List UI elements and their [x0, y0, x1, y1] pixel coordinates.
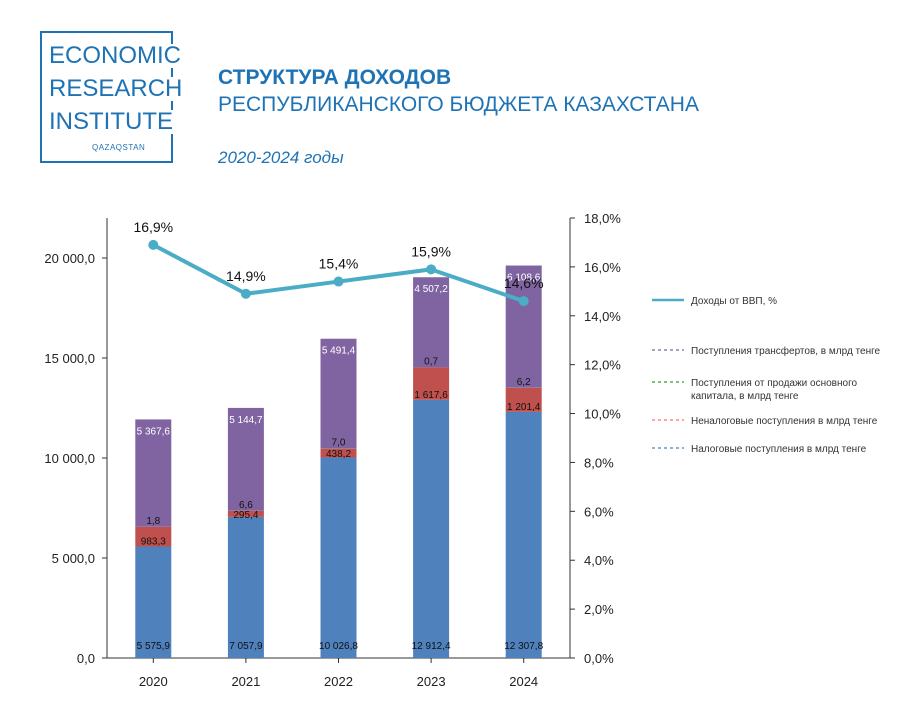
y-right-tick-label: 8,0% [584, 455, 614, 470]
bar-label-transfers: 5 144,7 [229, 415, 263, 426]
x-tick-label: 2023 [417, 674, 446, 689]
y-right-tick-label: 0,0% [584, 651, 614, 666]
page-title-line2: РЕСПУБЛИКАНСКОГО БЮДЖЕТА КАЗАХСТАНА [218, 93, 699, 116]
bar-segment-3 [413, 277, 450, 368]
bar-label-nontax: 1 201,4 [507, 402, 541, 413]
bar-segment-1 [413, 367, 450, 400]
bar-label-transfers: 5 367,6 [137, 426, 171, 437]
bar-segment-1 [320, 448, 357, 458]
y-right-tick-label: 16,0% [584, 260, 621, 275]
logo-line-economic: ECONOMIC [49, 44, 185, 68]
gdp-share-label: 16,9% [133, 219, 173, 235]
bar-label-transfers: 6 108,6 [507, 273, 541, 284]
bar-segment-3 [135, 419, 172, 527]
bar-segment-1 [227, 510, 264, 517]
page-title: СТРУКТУРА ДОХОДОВ [218, 66, 452, 89]
y-right-tick-label: 2,0% [584, 602, 614, 617]
legend-label: Доходы от ВВП, % [691, 296, 777, 307]
bar-segment-1 [135, 526, 172, 547]
y-right-tick-label: 4,0% [584, 553, 614, 568]
gdp-share-label: 15,4% [319, 256, 359, 272]
legend-label: Налоговые поступления в млрд тенге [691, 444, 867, 455]
y-left-tick-label: 15 000,0 [44, 351, 95, 366]
legend-label: Неналоговые поступления в млрд тенге [691, 416, 878, 427]
bar-segment-3 [505, 265, 542, 388]
bar-segment-0 [413, 399, 450, 658]
bar-label-nontax: 1 617,6 [414, 390, 448, 401]
y-right-tick-label: 12,0% [584, 358, 621, 373]
bar-label-capital: 6,2 [517, 377, 531, 388]
logo: ECONOMIC RESEARCH INSTITUTE QAZAQSTAN [40, 31, 187, 163]
y-right-tick-label: 18,0% [584, 211, 621, 226]
bar-label-nontax: 295,4 [233, 510, 258, 521]
bar-label-capital: 7,0 [332, 438, 346, 449]
gdp-share-point [333, 276, 344, 287]
legend-label: Поступления от продажи основного [691, 378, 857, 389]
bar-segment-1 [505, 387, 542, 412]
bar-segment-0 [320, 457, 357, 658]
y-left-tick-label: 5 000,0 [52, 551, 95, 566]
page-subtitle: 2020-2024 годы [218, 148, 344, 167]
logo-line-institute: INSTITUTE [49, 110, 177, 134]
bar-label-nontax: 983,3 [141, 536, 166, 547]
gdp-share-point [148, 239, 159, 250]
logo-subtitle: QAZAQSTAN [92, 143, 146, 152]
y-left-tick-label: 20 000,0 [44, 251, 95, 266]
bar-label-capital: 0,7 [424, 356, 438, 367]
gdp-share-label: 14,6% [504, 275, 544, 291]
gdp-share-label: 15,9% [411, 243, 451, 259]
bar-label-tax: 7 057,9 [229, 641, 263, 652]
x-tick-label: 2021 [231, 674, 260, 689]
gdp-share-label: 14,9% [226, 268, 266, 284]
bar-label-tax: 10 026,8 [319, 641, 358, 652]
logo-line-research: RESEARCH [49, 77, 187, 101]
legend-label: Поступления трансфертов, в млрд тенге [691, 345, 881, 357]
bar-label-tax: 12 307,8 [504, 641, 543, 652]
y-right-tick-label: 14,0% [584, 309, 621, 324]
y-right-tick-label: 6,0% [584, 504, 614, 519]
y-left-tick-label: 0,0 [77, 651, 95, 666]
y-left-tick-label: 10 000,0 [44, 451, 95, 466]
x-tick-label: 2020 [139, 674, 168, 689]
gdp-share-point [518, 296, 529, 307]
bar-label-nontax: 438,2 [326, 449, 351, 460]
x-tick-label: 2022 [324, 674, 353, 689]
bar-segment-0 [227, 516, 264, 658]
bar-label-capital: 6,6 [239, 500, 253, 511]
bar-segment-0 [135, 546, 172, 658]
bar-segment-0 [505, 411, 542, 658]
gdp-share-point [426, 264, 437, 275]
gdp-share-point [240, 288, 251, 299]
bar-segment-3 [320, 338, 357, 449]
gdp-share-line [152, 243, 525, 304]
legend-label: капитала, в млрд тенге [691, 391, 799, 402]
bar-label-tax: 12 912,4 [412, 641, 451, 652]
x-tick-label: 2024 [509, 674, 538, 689]
y-right-tick-label: 10,0% [584, 407, 621, 422]
bar-label-capital: 1,8 [146, 516, 160, 527]
bar-label-transfers: 4 507,2 [414, 284, 448, 295]
bar-segment-3 [227, 407, 264, 511]
bar-label-tax: 5 575,9 [137, 641, 171, 652]
bar-label-transfers: 5 491,4 [322, 346, 356, 357]
